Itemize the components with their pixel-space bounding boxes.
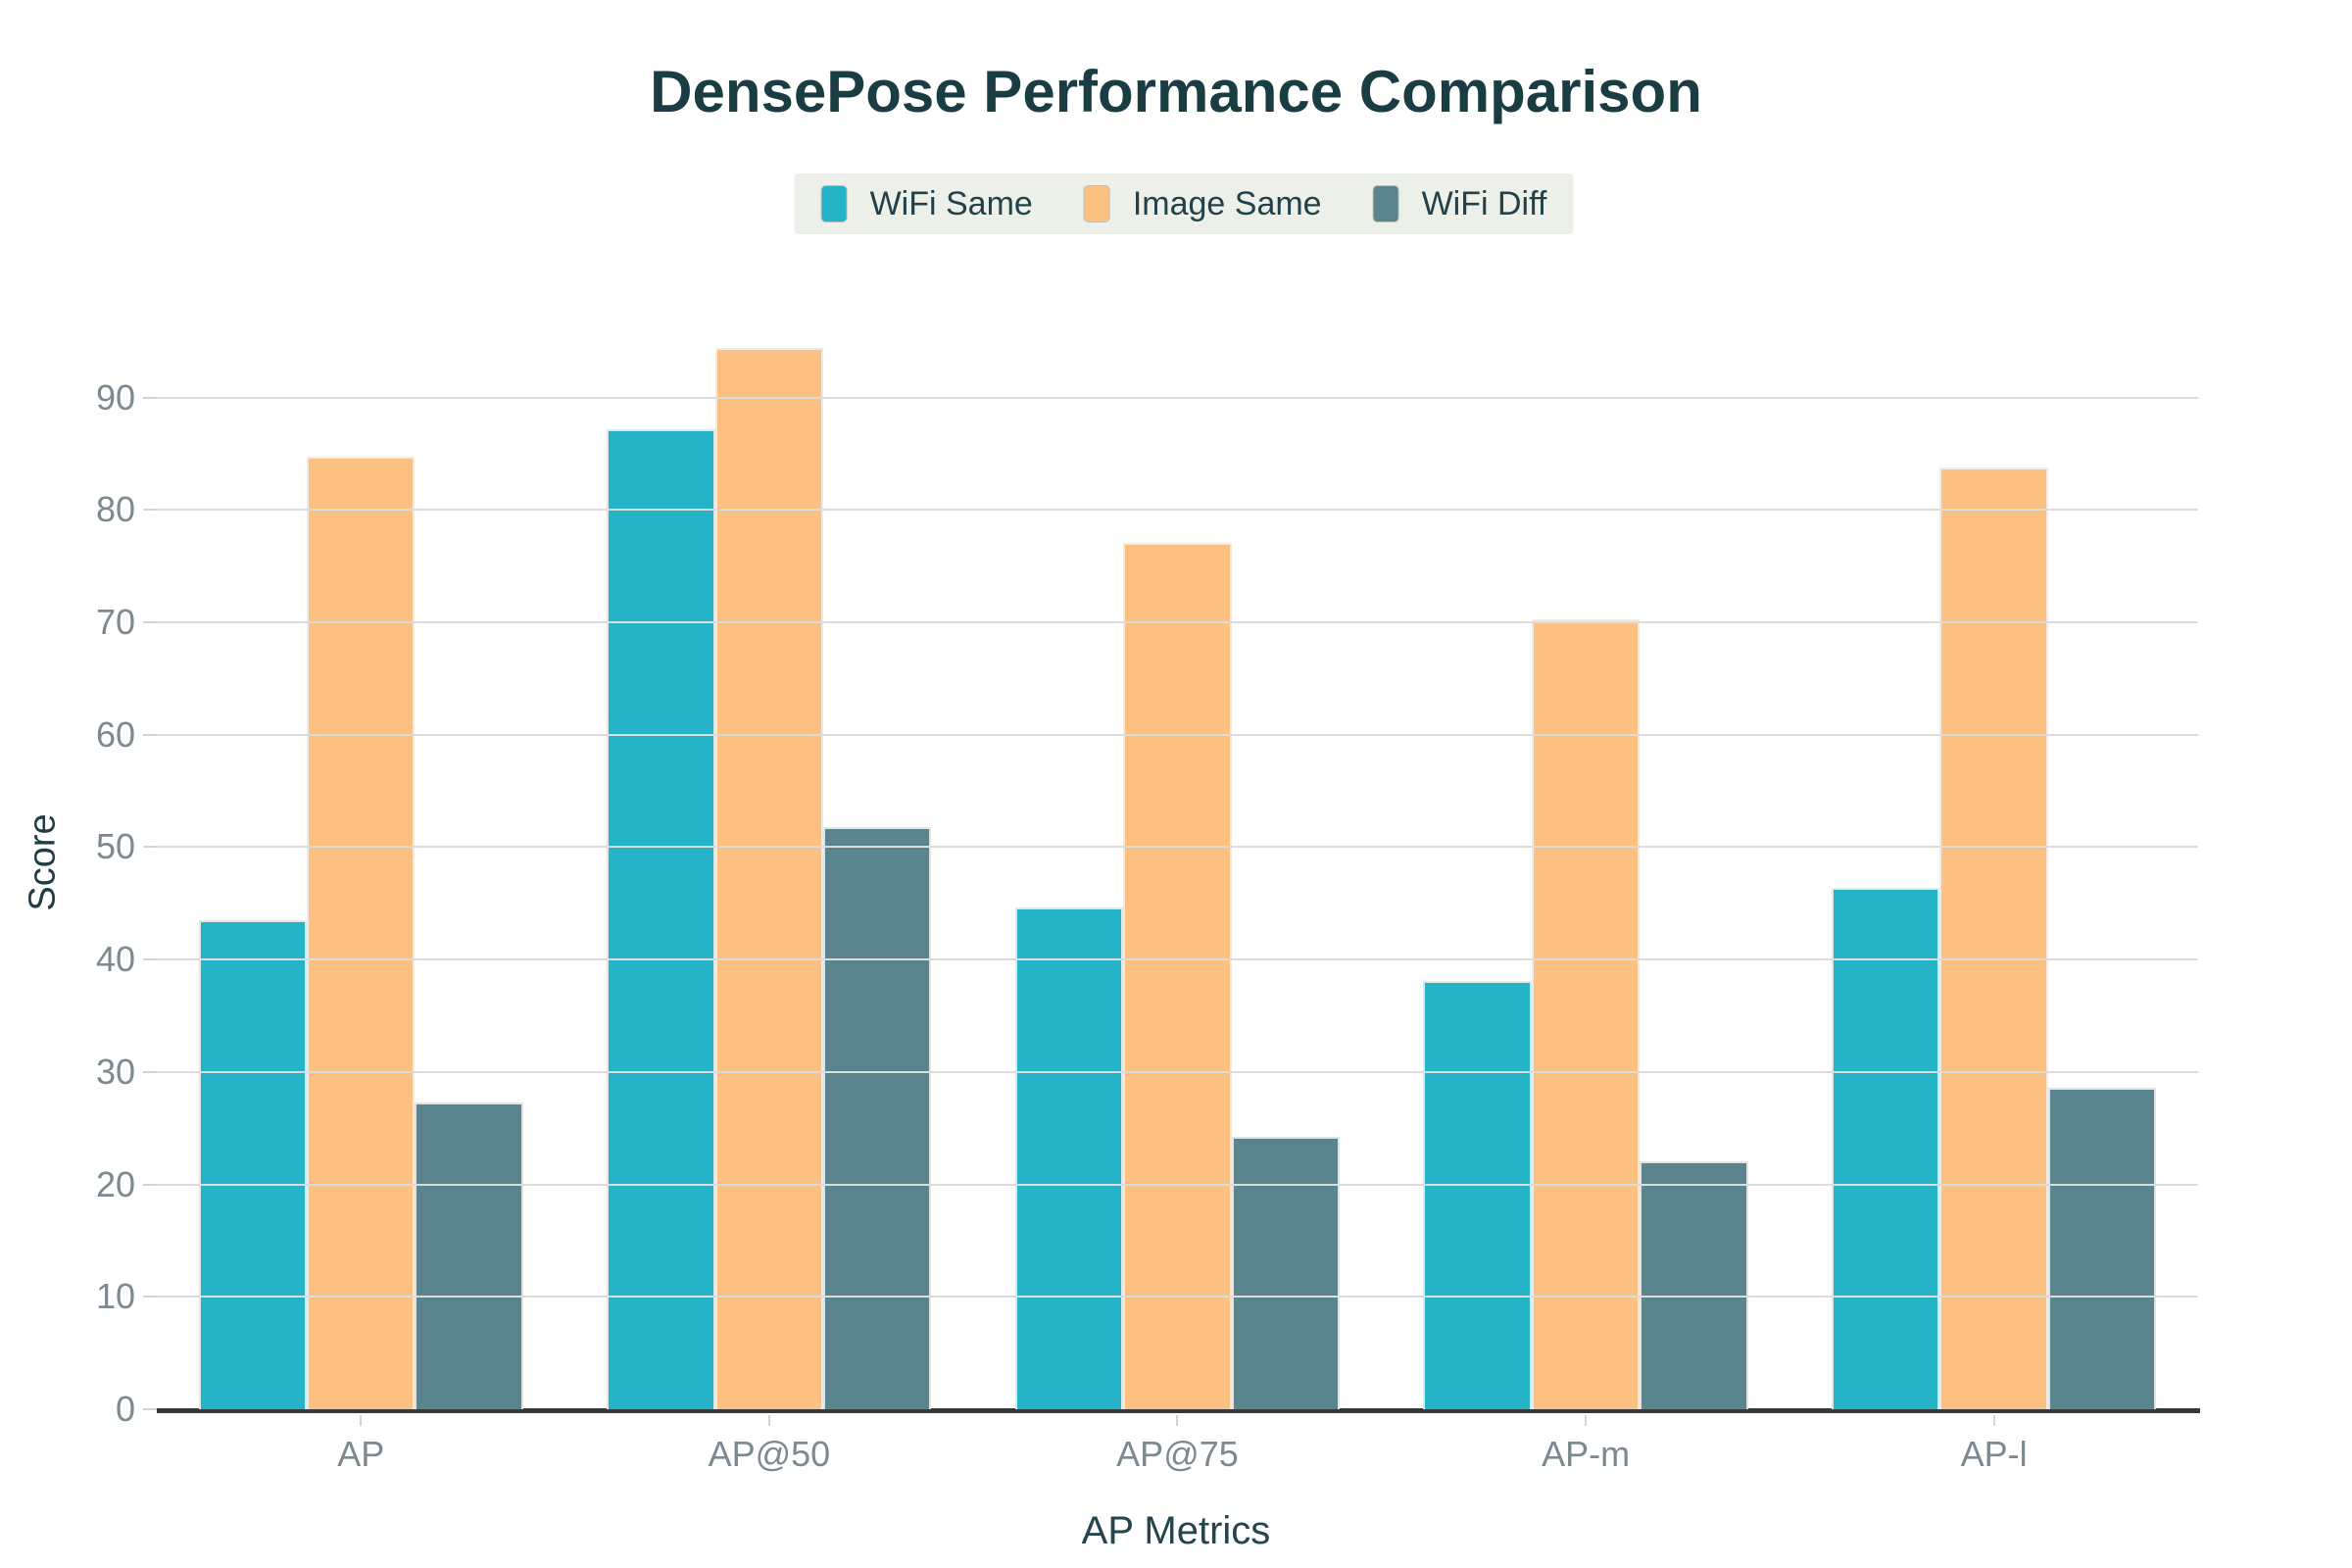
bar-image-same-ap@75[interactable] bbox=[1123, 542, 1232, 1409]
legend-swatch-image-same bbox=[1083, 185, 1110, 222]
x-tick-ap@50 bbox=[767, 1415, 770, 1426]
x-axis-line bbox=[157, 1408, 2200, 1413]
y-tick-0 bbox=[143, 1408, 157, 1410]
y-tick-label-0: 0 bbox=[115, 1389, 135, 1429]
legend-swatch-wifi-same bbox=[820, 185, 848, 222]
bar-wifi-diff-ap-m[interactable] bbox=[1640, 1160, 1748, 1409]
bar-group-ap: AP bbox=[157, 317, 565, 1474]
y-tick-label-40: 40 bbox=[95, 939, 135, 980]
legend-label: WiFi Same bbox=[869, 184, 1033, 222]
bar-group-ap-l: AP-l bbox=[1789, 317, 2198, 1474]
legend-item-image-same[interactable]: Image Same bbox=[1083, 184, 1322, 223]
y-tick-70 bbox=[143, 621, 157, 624]
bar-image-same-ap-l[interactable] bbox=[1939, 466, 2048, 1409]
gridline-70 bbox=[157, 621, 2198, 624]
y-tick-label-20: 20 bbox=[95, 1163, 135, 1204]
bars-ap@50 bbox=[607, 317, 932, 1409]
y-axis-title: Score bbox=[22, 813, 64, 911]
y-tick-30 bbox=[143, 1070, 157, 1073]
x-tick-label-ap-l: AP-l bbox=[1960, 1434, 2028, 1474]
bar-wifi-same-ap[interactable] bbox=[198, 920, 308, 1409]
legend-label: Image Same bbox=[1132, 184, 1322, 222]
y-tick-10 bbox=[143, 1296, 157, 1298]
x-tick-ap-m bbox=[1585, 1415, 1588, 1426]
bar-wifi-same-ap-l[interactable] bbox=[1832, 887, 1940, 1409]
legend-item-wifi-diff[interactable]: WiFi Diff bbox=[1372, 184, 1547, 223]
x-tick-label-ap-m: AP-m bbox=[1542, 1434, 1631, 1474]
gridline-50 bbox=[157, 846, 2198, 849]
bars-ap-l bbox=[1832, 317, 2157, 1409]
y-tick-label-30: 30 bbox=[95, 1051, 135, 1092]
y-tick-label-90: 90 bbox=[95, 376, 135, 417]
y-tick-label-70: 70 bbox=[95, 602, 135, 643]
chart-title: DensePose Performance Comparison bbox=[650, 59, 1702, 124]
x-tick-ap bbox=[360, 1415, 363, 1426]
bar-wifi-diff-ap-l[interactable] bbox=[2047, 1087, 2157, 1409]
gridline-20 bbox=[157, 1183, 2198, 1186]
bar-groups: AP AP@50 AP@75 AP-m AP-l bbox=[157, 317, 2198, 1474]
legend-swatch-wifi-diff bbox=[1372, 185, 1399, 222]
bar-group-ap@50: AP@50 bbox=[565, 317, 974, 1474]
y-tick-label-60: 60 bbox=[95, 713, 135, 755]
bar-image-same-ap@50[interactable] bbox=[714, 348, 824, 1409]
bars-ap@75 bbox=[1014, 317, 1341, 1409]
x-tick-label-ap@50: AP@50 bbox=[708, 1434, 831, 1474]
gridline-30 bbox=[157, 1070, 2198, 1073]
bar-group-ap-m: AP-m bbox=[1382, 317, 1790, 1474]
y-tick-60 bbox=[143, 733, 157, 736]
gridline-40 bbox=[157, 958, 2198, 961]
gridline-10 bbox=[157, 1296, 2198, 1298]
bar-image-same-ap[interactable] bbox=[307, 457, 416, 1409]
bar-wifi-diff-ap@50[interactable] bbox=[823, 826, 932, 1409]
y-tick-50 bbox=[143, 846, 157, 849]
y-tick-label-80: 80 bbox=[95, 489, 135, 530]
y-tick-40 bbox=[143, 958, 157, 961]
bar-wifi-diff-ap[interactable] bbox=[415, 1102, 523, 1409]
bar-image-same-ap-m[interactable] bbox=[1531, 618, 1641, 1409]
x-tick-label-ap: AP bbox=[337, 1434, 385, 1474]
y-tick-label-10: 10 bbox=[95, 1276, 135, 1317]
y-tick-20 bbox=[143, 1183, 157, 1186]
bar-wifi-same-ap@50[interactable] bbox=[607, 428, 715, 1409]
legend-item-wifi-same[interactable]: WiFi Same bbox=[820, 184, 1033, 223]
y-tick-label-50: 50 bbox=[95, 826, 135, 867]
gridline-90 bbox=[157, 396, 2198, 399]
bar-wifi-diff-ap@75[interactable] bbox=[1231, 1137, 1341, 1409]
bar-wifi-same-ap@75[interactable] bbox=[1014, 907, 1124, 1409]
bars-ap bbox=[198, 317, 523, 1409]
x-tick-ap-l bbox=[1992, 1415, 1995, 1426]
y-tick-90 bbox=[143, 396, 157, 399]
bar-wifi-same-ap-m[interactable] bbox=[1423, 980, 1532, 1409]
x-axis-title: AP Metrics bbox=[1081, 1509, 1271, 1552]
bar-group-ap@75: AP@75 bbox=[973, 317, 1382, 1474]
plot-area: AP AP@50 AP@75 AP-m AP-l 0 10 20 30 40 50 60 70 80 90 bbox=[96, 317, 2200, 1474]
x-tick-label-ap@75: AP@75 bbox=[1116, 1434, 1239, 1474]
x-tick-ap@75 bbox=[1176, 1415, 1179, 1426]
gridline-60 bbox=[157, 733, 2198, 736]
legend-label: WiFi Diff bbox=[1421, 184, 1547, 222]
gridline-80 bbox=[157, 509, 2198, 512]
y-tick-80 bbox=[143, 509, 157, 512]
bars-ap-m bbox=[1423, 317, 1748, 1409]
legend: WiFi Same Image Same WiFi Diff bbox=[794, 173, 1574, 234]
